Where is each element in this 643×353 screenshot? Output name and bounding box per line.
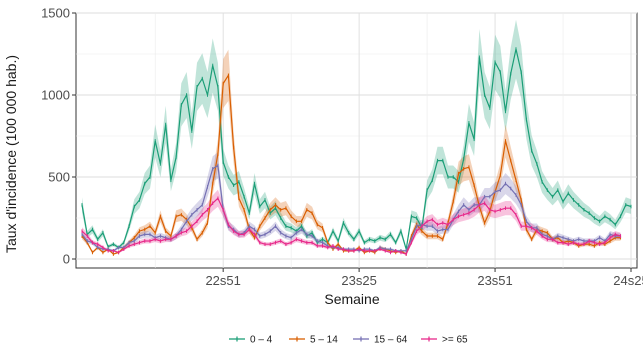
series-line bbox=[81, 48, 632, 250]
y-tick-label: 0 bbox=[63, 252, 70, 267]
legend-item: >= 65 bbox=[421, 335, 468, 346]
legend-item: 5 – 14 bbox=[289, 335, 338, 346]
y-tick-label: 1500 bbox=[41, 6, 70, 21]
series-ribbon bbox=[82, 49, 621, 255]
legend: 0 – 4 5 – 14 15 – 64 >= 65 bbox=[229, 335, 468, 346]
grid bbox=[75, 12, 638, 269]
x-tick-label: 23s25 bbox=[341, 273, 376, 288]
series-lines bbox=[81, 47, 632, 256]
y-tick-label: 500 bbox=[48, 170, 70, 185]
plot-panel bbox=[75, 12, 638, 269]
axes: 0 500 1000 1500 22s51 23s25 23s51 24s25 bbox=[41, 6, 643, 289]
x-axis-title: Semaine bbox=[324, 291, 379, 307]
legend-label: 5 – 14 bbox=[310, 335, 338, 346]
x-tick-label: 22s51 bbox=[205, 273, 240, 288]
series-ribbon bbox=[82, 189, 621, 255]
legend-label: 15 – 64 bbox=[374, 335, 408, 346]
y-axis-title: Taux d'incidence (100 000 hab.) bbox=[3, 55, 19, 253]
legend-label: >= 65 bbox=[442, 335, 468, 346]
legend-item: 15 – 64 bbox=[353, 335, 408, 346]
x-tick-label: 24s25 bbox=[613, 273, 643, 288]
series-ribbon bbox=[82, 152, 621, 252]
legend-label: 0 – 4 bbox=[250, 335, 273, 346]
series-line bbox=[81, 197, 621, 255]
x-tick-label: 23s51 bbox=[477, 273, 512, 288]
y-tick-label: 1000 bbox=[41, 88, 70, 103]
legend-item: 0 – 4 bbox=[229, 335, 273, 346]
